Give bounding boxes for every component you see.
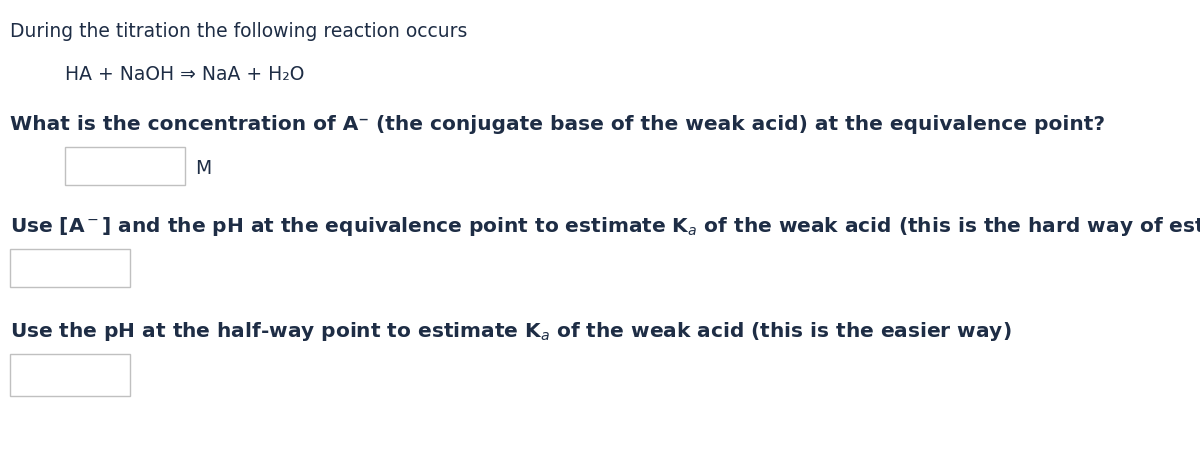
Text: Use the pH at the half-way point to estimate K$_a$ of the weak acid (this is the: Use the pH at the half-way point to esti… [10, 319, 1012, 342]
Text: M: M [194, 159, 211, 178]
Text: Use [A$^-$] and the pH at the equivalence point to estimate K$_a$ of the weak ac: Use [A$^-$] and the pH at the equivalenc… [10, 214, 1200, 238]
Bar [10, 250, 130, 288]
Text: During the titration the following reaction occurs: During the titration the following react… [10, 22, 467, 41]
Bar [10, 354, 130, 396]
Text: HA + NaOH ⇒ NaA + H₂O: HA + NaOH ⇒ NaA + H₂O [65, 65, 305, 84]
Text: What is the concentration of A⁻ (the conjugate base of the weak acid) at the equ: What is the concentration of A⁻ (the con… [10, 115, 1105, 134]
Bar [65, 148, 185, 186]
